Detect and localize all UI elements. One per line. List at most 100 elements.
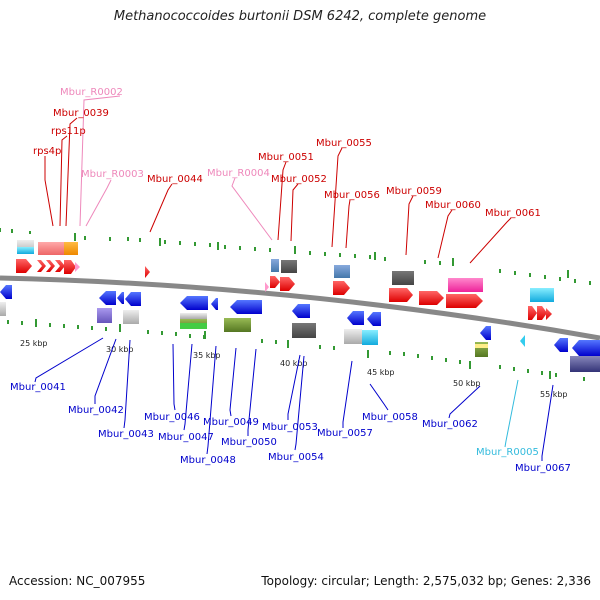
forward-gene-arrow — [546, 308, 552, 320]
forward-gene-arrow — [55, 260, 65, 272]
leader-line — [247, 348, 257, 436]
forward-gene-arrow — [64, 260, 76, 274]
forward-gene-arrow — [37, 260, 46, 272]
gene-label: rps4p — [33, 146, 61, 157]
gene-label: Mbur_R0003 — [81, 169, 144, 180]
tick-dots-outer — [0, 228, 591, 285]
forward-gene-labels: Mbur_R0002 Mbur_0039 rps11p rps4p Mbur_R… — [33, 87, 541, 219]
leader-line — [437, 209, 453, 259]
forward-gene-arrow — [280, 277, 295, 291]
tick-label: 25 kbp — [20, 339, 48, 348]
reverse-leader-lines — [34, 337, 554, 461]
leader-line — [331, 147, 343, 248]
forward-gene-arrow — [528, 306, 537, 320]
reverse-gene-arrow — [367, 312, 381, 326]
reverse-gene-arrow — [292, 304, 310, 318]
forward-gene-arrow — [16, 259, 32, 273]
topology-text: Topology: circular; Length: 2,575,032 bp… — [261, 574, 591, 588]
leader-line — [229, 347, 237, 417]
forward-gene-arrow — [446, 294, 483, 308]
leader-line — [94, 338, 117, 404]
gene-label: Mbur_0046 — [144, 412, 200, 423]
gene-label: Mbur_0044 — [147, 174, 203, 185]
reverse-gene-labels: Mbur_0041 Mbur_0042 Mbur_0043 Mbur_0046 … — [10, 382, 571, 474]
leader-line — [206, 345, 217, 455]
gene-label: Mbur_0057 — [317, 428, 373, 439]
reverse-gene-arrow — [125, 292, 141, 306]
gene-label: Mbur_0060 — [425, 200, 481, 211]
forward-rna-arrow — [265, 282, 269, 292]
forward-gene-arrow — [389, 288, 413, 302]
leader-line — [231, 177, 273, 241]
gene-label: rps11p — [51, 126, 86, 137]
gene-label: Mbur_0056 — [324, 190, 380, 201]
leader-line — [405, 195, 414, 256]
gene-label: Mbur_R0002 — [60, 87, 123, 98]
tick-label: 55 kbp — [540, 390, 568, 399]
reverse-gene-arrow — [211, 298, 218, 310]
leader-line — [277, 161, 287, 241]
leader-line — [123, 339, 131, 429]
gene-label: Mbur_0067 — [515, 463, 571, 474]
kbp-tick-labels: 25 kbp 30 kbp 35 kbp 40 kbp 45 kbp 50 kb… — [20, 339, 568, 399]
forward-gene-arrows — [16, 259, 552, 320]
gene-label: Mbur_0051 — [258, 152, 314, 163]
forward-cog-boxes — [17, 240, 554, 302]
leader-line — [287, 354, 301, 420]
reverse-gene-arrow — [99, 291, 116, 305]
forward-gene-arrow — [419, 291, 444, 305]
leader-line — [342, 360, 353, 428]
reverse-gene-arrow — [347, 311, 364, 325]
leader-line — [345, 199, 351, 249]
forward-rna-arrow — [75, 262, 80, 272]
tick-dots-outer-major — [74, 233, 569, 278]
leader-line — [59, 135, 68, 227]
forward-leader-lines — [44, 95, 512, 264]
leader-line — [79, 95, 121, 227]
forward-gene-arrow — [46, 260, 55, 272]
forward-gene-arrow — [537, 306, 547, 320]
reverse-gene-arrow — [117, 292, 124, 304]
reverse-gene-arrow — [480, 326, 491, 340]
tick-label: 30 kbp — [106, 345, 134, 354]
reverse-gene-arrow — [572, 340, 600, 356]
forward-gene-arrow — [270, 276, 280, 288]
reverse-gene-arrow — [230, 300, 262, 314]
leader-line — [85, 179, 112, 227]
leader-line — [448, 385, 481, 419]
reverse-gene-arrow — [554, 338, 568, 352]
gene-label: Mbur_0049 — [203, 417, 259, 428]
tick-label: 45 kbp — [367, 368, 395, 377]
tick-label: 40 kbp — [280, 359, 308, 368]
leader-line — [34, 337, 104, 383]
leader-line — [183, 343, 193, 431]
leader-line — [290, 183, 299, 242]
tick-label: 35 kbp — [193, 351, 221, 360]
gene-label: Mbur_0042 — [68, 405, 124, 416]
forward-gene-arrow — [333, 281, 350, 295]
map-title: Methanococcoides burtonii DSM 6242, comp… — [113, 9, 487, 24]
gene-label: Mbur_0041 — [10, 382, 66, 393]
tick-dots-inner-major — [35, 319, 551, 379]
gene-label: Mbur_0058 — [362, 412, 418, 423]
reverse-gene-arrows — [0, 285, 600, 356]
gene-label: Mbur_0054 — [268, 452, 324, 463]
gene-label: Mbur_0050 — [221, 437, 277, 448]
gene-label: Mbur_0061 — [485, 208, 541, 219]
gene-label: Mbur_0052 — [271, 174, 327, 185]
gene-label: Mbur_0043 — [98, 429, 154, 440]
gene-label: Mbur_0062 — [422, 419, 478, 430]
reverse-rna-arrow — [520, 335, 525, 347]
leader-line — [149, 183, 173, 233]
gene-label: Mbur_0055 — [316, 138, 372, 149]
gene-label: Mbur_R0005 — [476, 447, 539, 458]
leader-line — [44, 156, 54, 227]
forward-gene-arrow — [145, 266, 150, 278]
leader-line — [369, 383, 389, 411]
gene-label: Mbur_0039 — [53, 108, 109, 119]
leader-line — [541, 384, 554, 461]
leader-line — [469, 217, 512, 264]
tick-label: 50 kbp — [453, 379, 481, 388]
gene-label: Mbur_0048 — [180, 455, 236, 466]
